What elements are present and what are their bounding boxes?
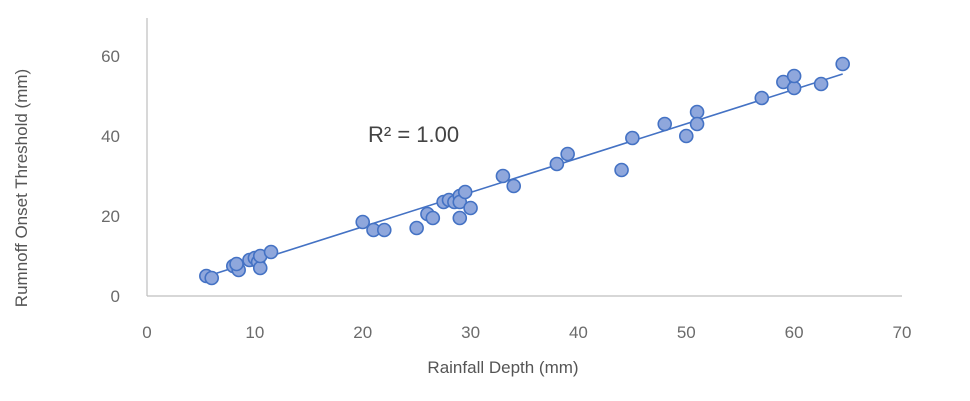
r-squared-annotation: R² = 1.00 [368, 122, 459, 147]
data-point [376, 222, 392, 238]
x-tick-label: 10 [245, 323, 264, 342]
data-point [835, 56, 850, 72]
x-tick-label: 50 [677, 323, 696, 342]
data-point [549, 156, 565, 172]
x-tick-label: 20 [353, 323, 372, 342]
y-tick-label: 60 [101, 47, 120, 66]
y-tick-label: 40 [101, 127, 120, 146]
y-tick-labels: 0 20 40 60 [101, 47, 120, 306]
x-tick-label: 40 [569, 323, 588, 342]
data-point [657, 116, 673, 132]
data-point [754, 90, 770, 106]
x-tick-label: 60 [785, 323, 804, 342]
data-point [263, 244, 279, 260]
trendline [211, 73, 843, 276]
data-point [204, 270, 220, 286]
data-point [495, 168, 511, 184]
data-point [425, 210, 441, 226]
y-tick-label: 0 [111, 287, 120, 306]
x-axis-title: Rainfall Depth (mm) [427, 358, 578, 377]
x-tick-label: 30 [461, 323, 480, 342]
x-tick-label: 70 [893, 323, 912, 342]
data-point [457, 184, 473, 200]
x-tick-labels: 0 10 20 30 40 50 60 70 [142, 323, 911, 342]
data-point [689, 116, 705, 132]
y-axis-title: Rumnoff Onset Threshold (mm) [12, 69, 31, 307]
data-point [463, 200, 478, 216]
data-point [252, 260, 268, 276]
x-tick-label: 0 [142, 323, 151, 342]
data-point [614, 162, 629, 178]
data-point [813, 76, 829, 92]
data-point [776, 74, 791, 90]
data-point [452, 210, 468, 226]
data-point [560, 146, 575, 162]
data-point [625, 130, 640, 146]
data-point [689, 104, 705, 120]
data-points [199, 56, 850, 286]
data-point [678, 128, 694, 144]
data-point [506, 178, 522, 194]
y-tick-label: 20 [101, 207, 120, 226]
data-point [786, 80, 802, 96]
data-point [409, 220, 424, 236]
data-point [229, 256, 244, 272]
data-point [786, 68, 802, 84]
data-point [355, 214, 371, 230]
